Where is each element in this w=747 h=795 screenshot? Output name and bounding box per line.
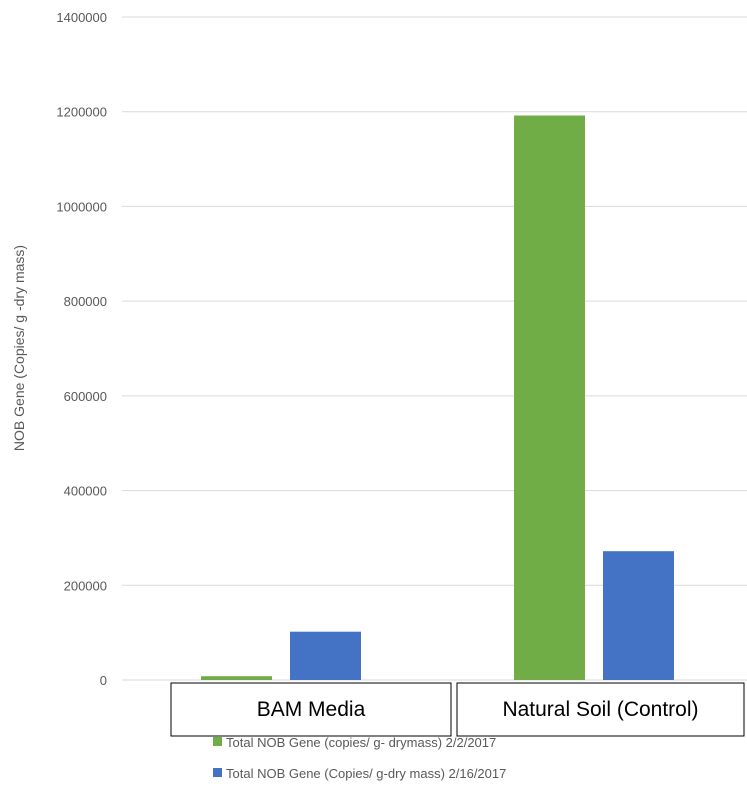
y-axis-tick-labels: 0 200000 400000 600000 800000 1000000 1200000 1… xyxy=(56,10,107,688)
y-tick-label: 1000000 xyxy=(56,199,107,214)
category-label-box xyxy=(170,682,452,737)
legend-label: Total NOB Gene (Copies/ g-dry mass) 2/16… xyxy=(226,766,506,781)
category-label: Natural Soil (Control) xyxy=(502,698,698,721)
category-label-box xyxy=(456,682,745,737)
legend-swatch xyxy=(213,768,222,777)
bars xyxy=(201,115,674,680)
y-tick-label: 400000 xyxy=(64,484,107,499)
category-label: BAM Media xyxy=(257,698,366,721)
x-axis-category-labels: BAM Media Natural Soil (Control) xyxy=(170,682,745,737)
y-tick-label: 1400000 xyxy=(56,10,107,25)
y-tick-label: 0 xyxy=(100,673,107,688)
y-axis-label: NOB Gene (Copies/ g -dry mass) xyxy=(11,245,27,451)
y-tick-label: 600000 xyxy=(64,389,107,404)
legend-swatch xyxy=(213,737,222,746)
bar-series-2-natural-soil-control- xyxy=(603,551,674,680)
y-tick-label: 800000 xyxy=(64,294,107,309)
legend: Total NOB Gene (copies/ g- drymass) 2/2/… xyxy=(213,735,506,781)
y-tick-label: 1200000 xyxy=(56,105,107,120)
bar-series-2-bam-media xyxy=(290,631,361,680)
gridlines xyxy=(122,16,747,681)
legend-label: Total NOB Gene (copies/ g- drymass) 2/2/… xyxy=(226,735,496,750)
y-tick-label: 200000 xyxy=(64,578,107,593)
bar-series-1-natural-soil-control- xyxy=(514,115,585,680)
bar-series-1-bam-media xyxy=(201,676,272,680)
